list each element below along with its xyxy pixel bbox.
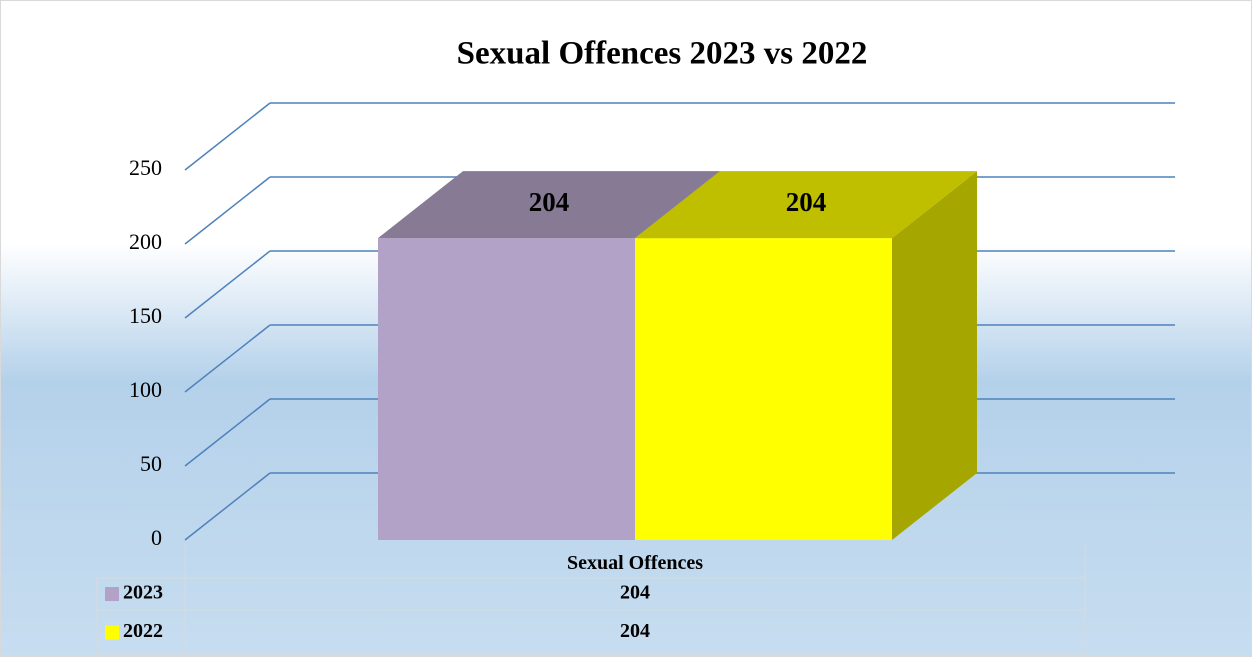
grid-line	[184, 472, 271, 541]
legend-swatch	[105, 587, 119, 601]
bar-top	[635, 171, 977, 239]
y-tick-label: 50	[140, 451, 162, 476]
grid-line	[184, 102, 271, 171]
table-value: 204	[620, 582, 650, 604]
y-tick-label: 100	[129, 377, 162, 402]
y-tick-label: 200	[129, 229, 162, 254]
bar	[635, 238, 892, 540]
grid-line	[184, 398, 271, 467]
grid-line	[184, 176, 271, 245]
chart-title: Sexual Offences 2023 vs 2022	[457, 36, 868, 72]
y-tick-label: 0	[151, 525, 162, 550]
legend-label: 2023	[123, 582, 163, 604]
legend-swatch	[105, 625, 119, 640]
y-tick-label: 250	[129, 155, 162, 180]
x-tick-label: Sexual Offences	[567, 552, 703, 574]
legend-label: 2022	[123, 620, 163, 642]
y-tick-label: 150	[129, 303, 162, 328]
bar	[378, 238, 635, 540]
bar-top	[378, 171, 720, 239]
grid-line	[184, 324, 271, 393]
grid-line	[184, 250, 271, 319]
table-value: 204	[620, 620, 650, 642]
bar-side	[892, 171, 977, 540]
data-label: 204	[529, 187, 570, 217]
data-label: 204	[786, 187, 827, 217]
